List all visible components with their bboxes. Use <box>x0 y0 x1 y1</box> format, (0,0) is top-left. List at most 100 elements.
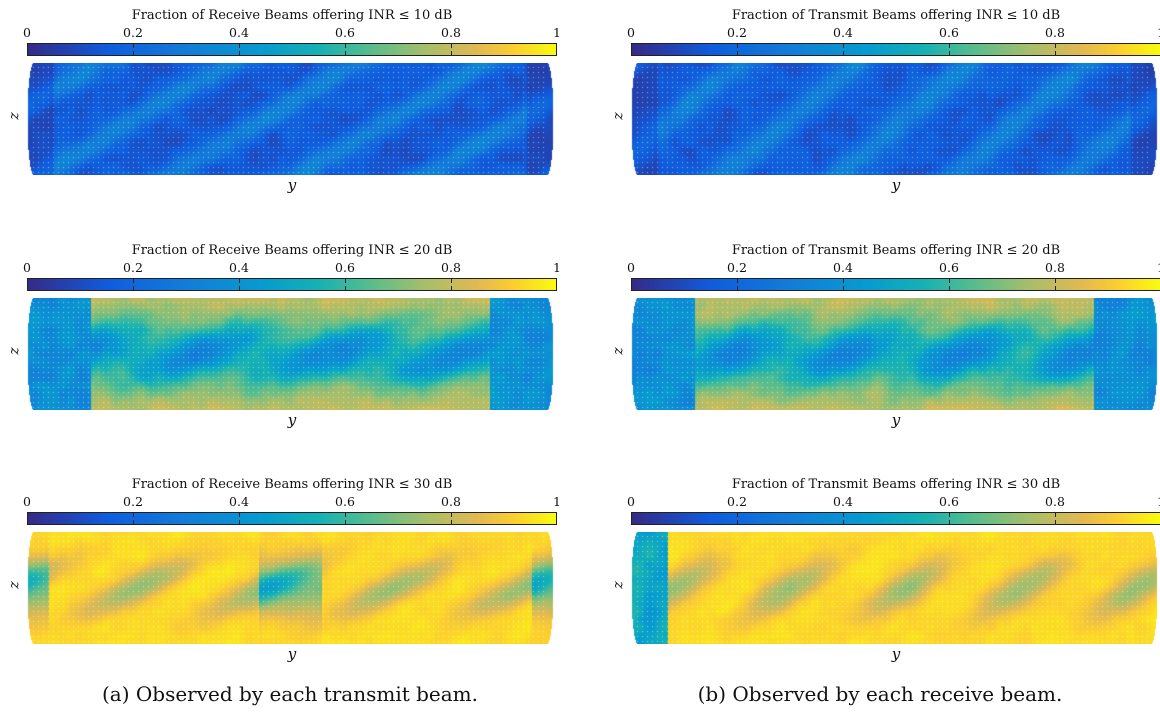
y-axis-label: y <box>287 645 297 663</box>
colorbar-tick-mark <box>345 279 346 283</box>
y-axis-label: y <box>287 176 297 194</box>
colorbar-tick-mark <box>451 279 452 283</box>
colorbar-tick-label: 0.2 <box>727 494 747 509</box>
colorbar-tick-mark <box>133 44 134 48</box>
colorbar-tick-label: 0 <box>23 494 31 509</box>
colorbar-tick-label: 0.6 <box>335 25 355 40</box>
colorbar-tick-label: 0.2 <box>123 25 143 40</box>
colorbar-tick-mark <box>133 51 134 55</box>
colorbar-tick-mark <box>1055 44 1056 48</box>
heatmap <box>27 532 554 644</box>
colorbar-tick-mark <box>451 520 452 524</box>
colorbar-tick-mark <box>737 279 738 283</box>
colorbar-tick-label: 1 <box>553 25 561 40</box>
colorbar-tick-label: 0.4 <box>229 260 249 275</box>
colorbar-tick-label: 1 <box>1157 25 1160 40</box>
heatmap <box>27 63 554 175</box>
colorbar-tick-mark <box>133 279 134 283</box>
colorbar-tick-label: 0.8 <box>441 494 461 509</box>
colorbar-tick-mark <box>737 44 738 48</box>
colorbar-tick-mark <box>133 286 134 290</box>
colorbar-tick-mark <box>345 51 346 55</box>
colorbar-tick-label: 1 <box>553 260 561 275</box>
colorbar-tick-mark <box>737 51 738 55</box>
colorbar-tick-label: 0.2 <box>123 260 143 275</box>
colorbar-tick-mark <box>451 51 452 55</box>
y-axis-label: y <box>891 645 901 663</box>
colorbar-tick-label: 0.6 <box>335 494 355 509</box>
colorbar <box>631 278 1160 291</box>
panel-title: Fraction of Receive Beams offering INR ≤… <box>131 243 453 258</box>
colorbar-tick-mark <box>451 513 452 517</box>
colorbar-tick-label: 0 <box>627 25 635 40</box>
colorbar-tick-mark <box>133 513 134 517</box>
colorbar-tick-mark <box>843 513 844 517</box>
colorbar-tick-mark <box>949 51 950 55</box>
colorbar-tick-label: 0.8 <box>441 260 461 275</box>
colorbar-tick-label: 1 <box>553 494 561 509</box>
y-axis-label: y <box>891 411 901 429</box>
colorbar-tick-mark <box>239 279 240 283</box>
colorbar-tick-mark <box>1055 51 1056 55</box>
colorbar-tick-mark <box>843 44 844 48</box>
colorbar-tick-mark <box>345 286 346 290</box>
colorbar-tick-label: 0.4 <box>833 494 853 509</box>
colorbar-tick-label: 0.8 <box>441 25 461 40</box>
colorbar-tick-label: 0.6 <box>335 260 355 275</box>
panel-title: Fraction of Receive Beams offering INR ≤… <box>131 8 453 23</box>
colorbar-tick-mark <box>843 520 844 524</box>
colorbar-tick-mark <box>843 286 844 290</box>
colorbar-tick-mark <box>239 513 240 517</box>
heatmap <box>631 532 1158 644</box>
colorbar-tick-mark <box>239 286 240 290</box>
colorbar-tick-mark <box>843 51 844 55</box>
colorbar <box>27 512 557 525</box>
colorbar-tick-label: 0.4 <box>833 260 853 275</box>
colorbar <box>27 43 557 56</box>
colorbar-tick-mark <box>737 286 738 290</box>
colorbar-tick-label: 0.8 <box>1045 25 1065 40</box>
colorbar <box>27 278 557 291</box>
colorbar-tick-label: 0.8 <box>1045 494 1065 509</box>
z-axis-label: z <box>610 581 627 589</box>
z-axis-label: z <box>6 112 23 120</box>
heatmap <box>631 298 1158 410</box>
caption-b: (b) Observed by each receive beam. <box>697 682 1063 706</box>
colorbar-tick-mark <box>345 520 346 524</box>
colorbar-tick-label: 0 <box>23 260 31 275</box>
z-axis-label: z <box>610 347 627 355</box>
colorbar-tick-label: 0.2 <box>727 260 747 275</box>
colorbar-tick-label: 0.4 <box>229 25 249 40</box>
z-axis-label: z <box>610 112 627 120</box>
colorbar-tick-mark <box>843 279 844 283</box>
colorbar-tick-label: 0 <box>627 260 635 275</box>
colorbar-tick-label: 1 <box>1157 260 1160 275</box>
colorbar-tick-label: 0.2 <box>123 494 143 509</box>
colorbar-tick-mark <box>949 520 950 524</box>
colorbar-tick-mark <box>345 44 346 48</box>
colorbar-tick-mark <box>949 513 950 517</box>
colorbar-tick-mark <box>133 520 134 524</box>
colorbar-tick-label: 0.6 <box>939 25 959 40</box>
colorbar-tick-mark <box>345 513 346 517</box>
panel-title: Fraction of Transmit Beams offering INR … <box>731 8 1061 23</box>
colorbar <box>631 512 1160 525</box>
colorbar-tick-mark <box>737 513 738 517</box>
panel-title: Fraction of Transmit Beams offering INR … <box>731 477 1061 492</box>
colorbar-tick-mark <box>737 520 738 524</box>
caption-a: (a) Observed by each transmit beam. <box>101 682 478 706</box>
z-axis-label: z <box>6 347 23 355</box>
colorbar-tick-mark <box>1055 279 1056 283</box>
colorbar-tick-mark <box>949 286 950 290</box>
panel-title: Fraction of Transmit Beams offering INR … <box>731 243 1061 258</box>
colorbar-tick-label: 0.4 <box>229 494 249 509</box>
colorbar-tick-mark <box>949 279 950 283</box>
colorbar-tick-mark <box>239 520 240 524</box>
colorbar-tick-label: 0 <box>23 25 31 40</box>
heatmap <box>27 298 554 410</box>
z-axis-label: z <box>6 581 23 589</box>
colorbar-tick-label: 1 <box>1157 494 1160 509</box>
colorbar-tick-label: 0 <box>627 494 635 509</box>
colorbar-tick-mark <box>451 44 452 48</box>
y-axis-label: y <box>287 411 297 429</box>
